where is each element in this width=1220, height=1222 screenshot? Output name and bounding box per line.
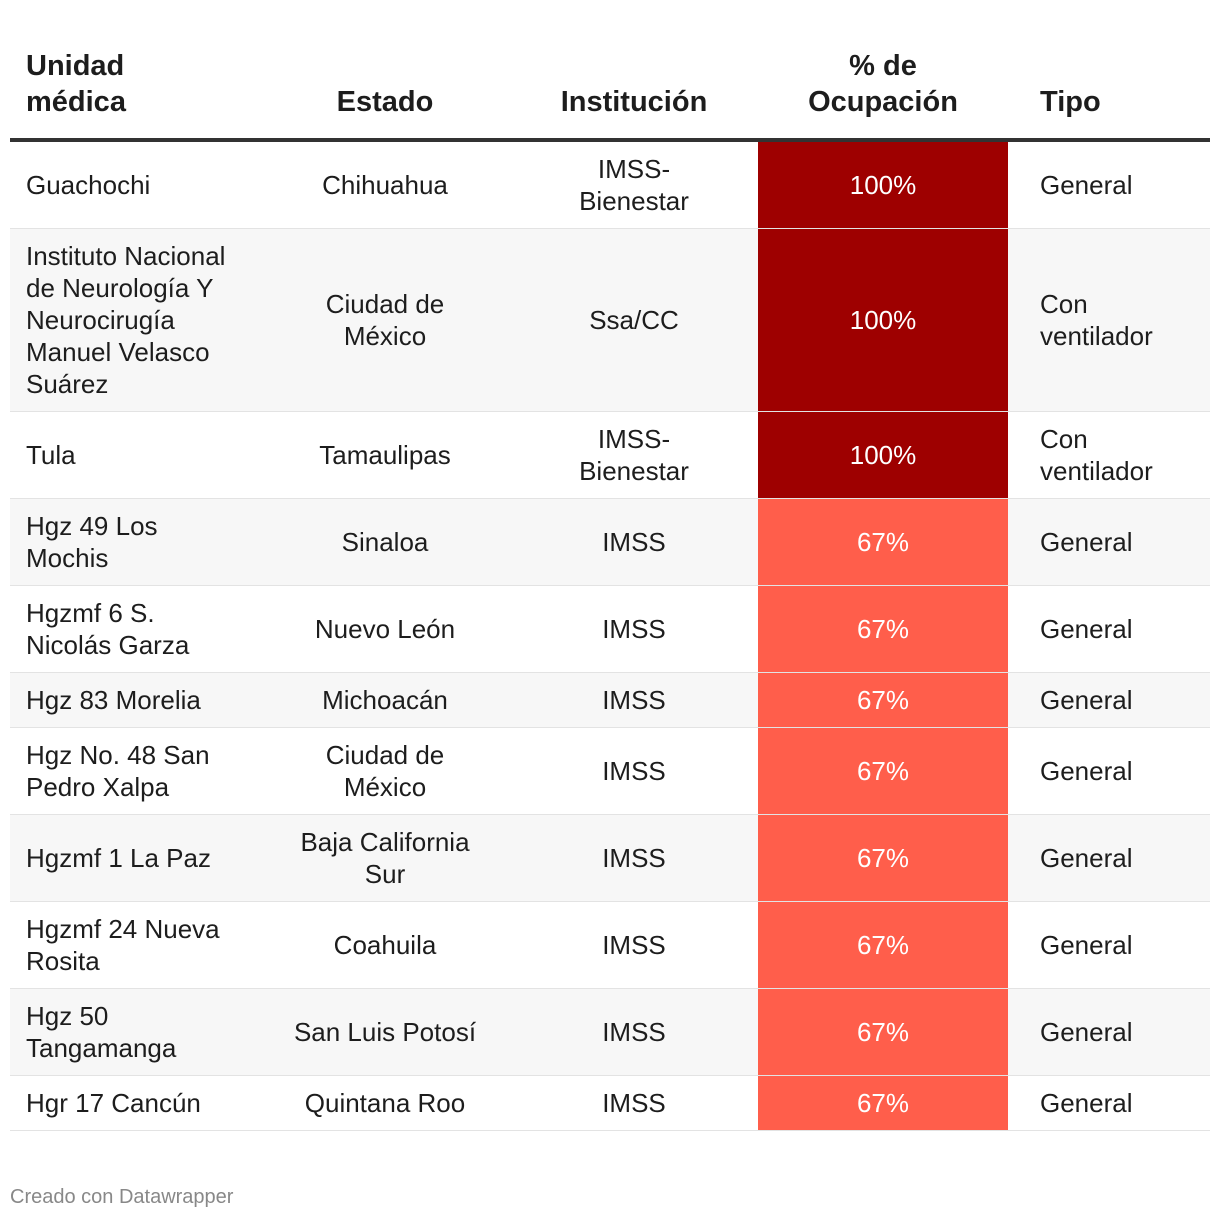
cell-unidad: Hgz 50 Tangamanga xyxy=(10,988,260,1076)
cell-ocupacion: 67% xyxy=(758,988,1008,1076)
cell-tipo: General xyxy=(1008,672,1210,728)
cell-tipo: General xyxy=(1008,988,1210,1076)
cell-ocupacion: 67% xyxy=(758,672,1008,728)
table-row: Hgz 49 Los Mochis Sinaloa IMSS 67% General xyxy=(10,498,1210,586)
cell-ocupacion: 67% xyxy=(758,1075,1008,1131)
cell-institucion: IMSS xyxy=(510,585,758,673)
column-header-unidad[interactable]: Unidad médica xyxy=(10,40,260,142)
cell-ocupacion: 67% xyxy=(758,901,1008,989)
table-row: Guachochi Chihuahua IMSS-Bienestar 100% Gene… xyxy=(10,140,1210,229)
table-row: Hgzmf 24 Nueva Rosita Coahuila IMSS 67% Gene… xyxy=(10,901,1210,989)
cell-tipo: General xyxy=(1008,1075,1210,1131)
column-header-ocupacion[interactable]: % de Ocupación xyxy=(758,40,1008,142)
column-header-tipo[interactable]: Tipo xyxy=(1008,40,1210,142)
cell-institucion: IMSS xyxy=(510,498,758,586)
cell-unidad: Hgzmf 6 S. Nicolás Garza xyxy=(10,585,260,673)
cell-unidad: Hgzmf 24 Nueva Rosita xyxy=(10,901,260,989)
cell-estado: Quintana Roo xyxy=(260,1075,510,1131)
cell-estado: Ciudad de México xyxy=(260,727,510,815)
cell-ocupacion: 67% xyxy=(758,727,1008,815)
cell-estado: Sinaloa xyxy=(260,498,510,586)
cell-ocupacion: 67% xyxy=(758,814,1008,902)
cell-estado: Nuevo León xyxy=(260,585,510,673)
cell-ocupacion: 100% xyxy=(758,411,1008,499)
cell-ocupacion: 67% xyxy=(758,498,1008,586)
cell-institucion: IMSS xyxy=(510,901,758,989)
cell-institucion: IMSS xyxy=(510,672,758,728)
cell-unidad: Hgz 83 Morelia xyxy=(10,672,260,728)
cell-institucion: IMSS-Bienestar xyxy=(510,411,758,499)
cell-estado: Ciudad de México xyxy=(260,228,510,412)
cell-unidad: Hgz No. 48 San Pedro Xalpa xyxy=(10,727,260,815)
column-header-institucion[interactable]: Institución xyxy=(510,40,758,142)
cell-institucion: IMSS xyxy=(510,1075,758,1131)
cell-unidad: Guachochi xyxy=(10,140,260,229)
footer-credit: Creado con Datawrapper xyxy=(10,1186,234,1208)
cell-ocupacion: 100% xyxy=(758,228,1008,412)
cell-unidad: Hgr 17 Cancún xyxy=(10,1075,260,1131)
cell-institucion: IMSS xyxy=(510,988,758,1076)
cell-estado: Tamaulipas xyxy=(260,411,510,499)
cell-unidad: Hgz 49 Los Mochis xyxy=(10,498,260,586)
cell-tipo: General xyxy=(1008,585,1210,673)
table-row: Hgzmf 1 La Paz Baja California Sur IMSS 67%… xyxy=(10,814,1210,902)
cell-estado: Baja California Sur xyxy=(260,814,510,902)
cell-institucion: Ssa/CC xyxy=(510,228,758,412)
cell-ocupacion: 100% xyxy=(758,140,1008,229)
cell-tipo: Con ventilador xyxy=(1008,411,1210,499)
header-row: Unidad médica Estado Institución % de Oc… xyxy=(10,40,1210,142)
cell-estado: Coahuila xyxy=(260,901,510,989)
table-header: Unidad médica Estado Institución % de Oc… xyxy=(10,40,1210,142)
cell-tipo: General xyxy=(1008,901,1210,989)
column-header-estado[interactable]: Estado xyxy=(260,40,510,142)
table-row: Hgz 50 Tangamanga San Luis Potosí IMSS 67% G… xyxy=(10,988,1210,1076)
table-row: Hgz 83 Morelia Michoacán IMSS 67% General xyxy=(10,672,1210,728)
cell-tipo: General xyxy=(1008,498,1210,586)
cell-institucion: IMSS xyxy=(510,727,758,815)
table-row: Tula Tamaulipas IMSS-Bienestar 100% Con vent… xyxy=(10,411,1210,499)
table-body: Guachochi Chihuahua IMSS-Bienestar 100% Gene… xyxy=(10,140,1210,1131)
table-row: Hgr 17 Cancún Quintana Roo IMSS 67% General xyxy=(10,1075,1210,1131)
cell-tipo: General xyxy=(1008,140,1210,229)
table-row: Hgz No. 48 San Pedro Xalpa Ciudad de Méxi… xyxy=(10,727,1210,815)
table-row: Instituto Nacional de Neurología Y Neuro… xyxy=(10,228,1210,412)
cell-ocupacion: 67% xyxy=(758,585,1008,673)
cell-estado: Chihuahua xyxy=(260,140,510,229)
cell-estado: San Luis Potosí xyxy=(260,988,510,1076)
cell-tipo: General xyxy=(1008,814,1210,902)
cell-unidad: Tula xyxy=(10,411,260,499)
cell-tipo: General xyxy=(1008,727,1210,815)
cell-unidad: Instituto Nacional de Neurología Y Neuro… xyxy=(10,228,260,412)
cell-institucion: IMSS xyxy=(510,814,758,902)
occupancy-table-wrapper: Unidad médica Estado Institución % de Oc… xyxy=(10,40,1210,1131)
table-row: Hgzmf 6 S. Nicolás Garza Nuevo León IMSS 67… xyxy=(10,585,1210,673)
cell-institucion: IMSS-Bienestar xyxy=(510,140,758,229)
cell-tipo: Con ventilador xyxy=(1008,228,1210,412)
cell-estado: Michoacán xyxy=(260,672,510,728)
occupancy-table: Unidad médica Estado Institución % de Oc… xyxy=(10,40,1210,1131)
cell-unidad: Hgzmf 1 La Paz xyxy=(10,814,260,902)
